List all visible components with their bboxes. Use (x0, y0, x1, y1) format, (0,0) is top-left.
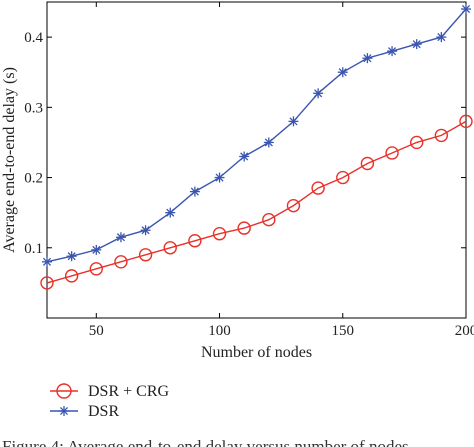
x-tick-label: 150 (332, 323, 355, 339)
data-point-dsr (288, 116, 299, 127)
data-point-dsr-crg (385, 146, 399, 160)
data-point-dsr (263, 137, 274, 148)
data-point-dsr (140, 225, 151, 236)
axis-ticks (47, 2, 467, 318)
y-tick-label: 0.4 (24, 30, 43, 46)
y-tick-label: 0.2 (24, 171, 43, 187)
legend-label-dsr-crg: DSR + CRG (88, 383, 169, 400)
x-tick-label: 200 (455, 323, 474, 339)
data-point-dsr-crg (163, 241, 177, 255)
data-point-dsr-crg (188, 234, 202, 248)
legend-asterisk-glyph (59, 406, 69, 416)
data-point-dsr-crg (262, 212, 276, 227)
data-point-dsr (165, 207, 176, 218)
data-point-dsr (214, 172, 225, 183)
series-dsr-crg (40, 114, 473, 290)
plot-frame (46, 1, 467, 319)
series-line-dsr-crg (46, 120, 467, 284)
data-point-dsr (91, 244, 102, 255)
x-tick-label: 50 (89, 323, 104, 339)
legend-label-dsr: DSR (88, 403, 119, 420)
data-point-dsr-crg (114, 255, 128, 269)
legend: DSR + CRG DSR (50, 383, 169, 420)
data-point-dsr-crg (40, 276, 54, 290)
series-lines (40, 4, 473, 290)
data-point-dsr (42, 256, 52, 267)
data-point-dsr-crg (360, 156, 375, 171)
data-point-dsr-crg (410, 135, 424, 150)
data-point-dsr (239, 151, 250, 162)
data-point-dsr (436, 32, 447, 43)
legend-asterisk-marker (59, 406, 69, 416)
data-point-dsr-crg (434, 128, 449, 143)
data-point-dsr (189, 186, 200, 197)
y-tick-label: 0.1 (24, 241, 43, 257)
legend-item-dsr-crg: DSR + CRG (50, 383, 169, 400)
figure-caption: Figure 4: Average end-to-end delay versu… (2, 437, 413, 447)
data-point-dsr-crg (64, 269, 79, 283)
series-dsr (42, 4, 471, 267)
data-point-dsr-crg (311, 181, 325, 195)
data-point-dsr-crg (138, 248, 153, 262)
legend-item-dsr: DSR (50, 403, 119, 420)
data-point-dsr (313, 88, 324, 99)
x-axis-title: Number of nodes (201, 344, 312, 361)
axis-tick-labels: 50 100 150 200 0.1 0.2 0.3 0.4 (24, 30, 474, 339)
data-point-dsr-crg (336, 170, 350, 185)
data-point-dsr (66, 251, 77, 262)
data-point-dsr-crg (89, 262, 103, 276)
data-point-dsr-crg (237, 221, 251, 235)
x-tick-label: 100 (208, 323, 231, 339)
data-point-dsr (337, 67, 348, 78)
series-line-dsr (46, 8, 467, 263)
data-point-dsr-crg (212, 227, 227, 241)
data-point-dsr (115, 232, 126, 243)
legend-circle-marker (56, 383, 72, 399)
y-tick-label: 0.3 (24, 100, 43, 116)
data-point-dsr (362, 53, 373, 64)
data-point-dsr (387, 46, 398, 57)
data-point-dsr (461, 4, 471, 15)
data-point-dsr (411, 39, 422, 50)
data-point-dsr-crg (286, 198, 301, 213)
data-point-dsr-crg (459, 114, 473, 129)
y-axis-title: Average end-to-end delay (s) (1, 67, 18, 253)
